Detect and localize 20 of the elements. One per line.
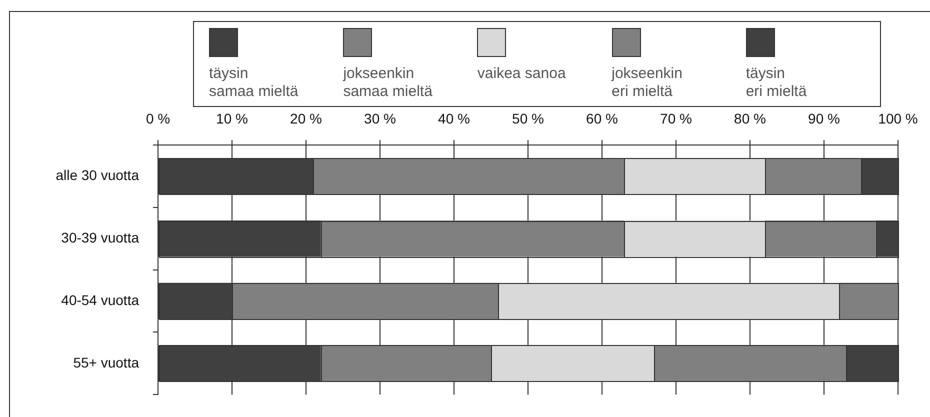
x-tick-label: 60 % <box>586 110 618 126</box>
legend-label: vaikea sanoa <box>477 65 566 83</box>
y-tick-label: 55+ vuotta <box>73 354 140 370</box>
x-tick-label: 80 % <box>734 110 766 126</box>
legend-label: jokseenkin eri mieltä <box>612 65 682 101</box>
legend-label: jokseenkin samaa mieltä <box>343 65 432 101</box>
y-tick-label: 40-54 vuotta <box>61 292 140 308</box>
y-tick-label: 30-39 vuotta <box>61 229 140 246</box>
x-tick-label: 70 % <box>660 110 692 126</box>
x-tick-label: 90 % <box>808 110 840 126</box>
x-tick-label: 50 % <box>512 110 544 126</box>
x-tick-label: 20 % <box>290 110 322 126</box>
x-tick-label: 100 % <box>878 110 918 126</box>
x-tick-label: 10 % <box>216 110 248 126</box>
x-tick-label: 40 % <box>438 110 470 126</box>
y-tick-label: alle 30 vuotta <box>56 167 140 184</box>
legend-label: täysin eri mieltä <box>746 65 807 101</box>
x-tick-label: 30 % <box>364 110 396 126</box>
x-tick-label: 0 % <box>146 110 170 126</box>
legend-label: täysin samaa mieltä <box>209 65 298 101</box>
